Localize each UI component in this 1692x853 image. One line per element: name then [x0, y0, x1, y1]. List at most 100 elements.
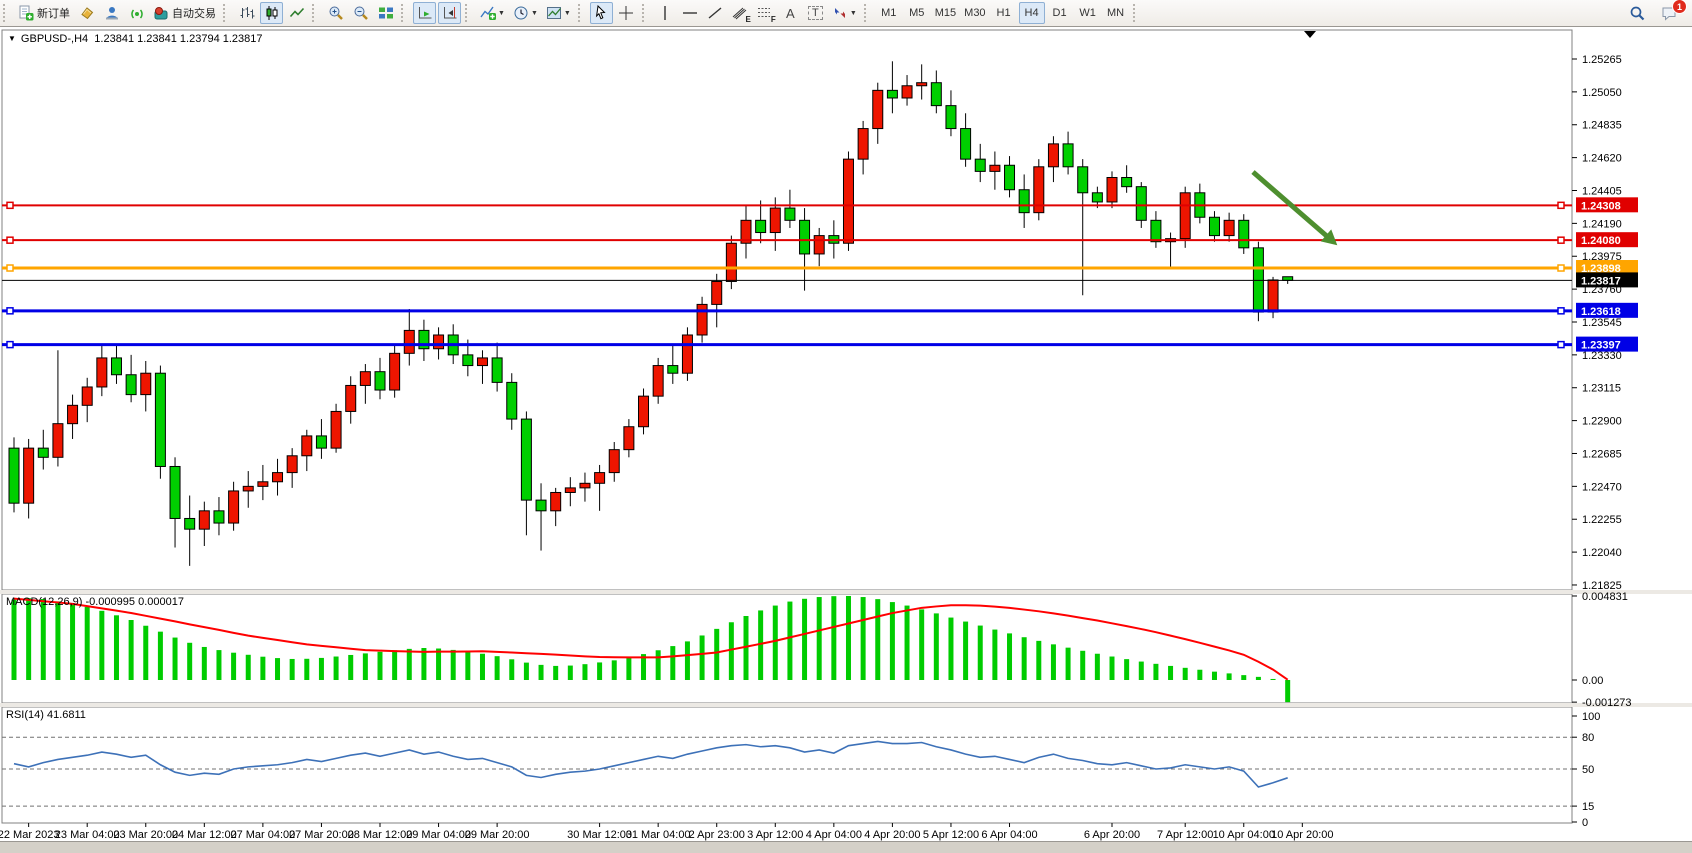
candle [945, 105, 957, 130]
indicators-button[interactable]: ▼ [477, 2, 508, 24]
line-chart-button[interactable] [285, 2, 308, 24]
timeframe-m5[interactable]: M5 [909, 7, 925, 19]
price-axis-tick: 1.24835 [1582, 120, 1622, 132]
timeframe-mn[interactable]: MN [1107, 7, 1125, 19]
timeframe-h4[interactable]: H4 [1018, 2, 1045, 24]
candle [535, 499, 547, 512]
timeframe-m1[interactable]: M1 [881, 7, 897, 19]
candle [1121, 176, 1133, 188]
price-level-label [1576, 197, 1638, 213]
notifications-button[interactable]: 1 [1658, 0, 1687, 24]
text-label-button[interactable]: T [804, 2, 827, 24]
candlestick-chart-button[interactable] [260, 2, 283, 24]
auto-scroll-button[interactable] [413, 2, 436, 24]
candle [213, 510, 225, 524]
price-axis-tick: 1.22040 [1582, 547, 1622, 559]
periods-button[interactable]: ▼ [510, 2, 541, 24]
line-handle[interactable] [6, 236, 14, 244]
candle [1018, 189, 1030, 214]
toolbar-grip[interactable] [641, 4, 648, 22]
candle [359, 371, 371, 386]
chart-shift-button[interactable] [438, 2, 461, 24]
toolbar-grip[interactable] [401, 4, 407, 22]
line-handle[interactable] [1557, 201, 1565, 210]
template-icon [546, 7, 561, 19]
toolbar-grip[interactable] [465, 4, 471, 22]
cursor-icon [596, 5, 606, 20]
rsi-axis-tick: 100 [1582, 711, 1600, 723]
svg-text:1.24080: 1.24080 [1581, 235, 1621, 247]
cursor-button[interactable] [589, 2, 613, 24]
zoom-out-button[interactable] [349, 2, 372, 24]
tile-windows-button[interactable] [374, 2, 397, 24]
clock-icon [514, 6, 528, 20]
ohlc-values: 1.23841 1.23841 1.23794 1.23817 [94, 33, 263, 45]
timeframe-w1[interactable]: W1 [1079, 7, 1096, 19]
equidistant-channel-button[interactable]: E [729, 2, 752, 24]
community-button[interactable] [100, 2, 123, 24]
line-handle[interactable] [6, 307, 14, 315]
candle [462, 354, 474, 367]
person-icon [105, 7, 118, 20]
trendline-button[interactable] [704, 2, 727, 24]
fibonacci-button[interactable]: F [754, 2, 777, 24]
line-handle[interactable] [1557, 236, 1565, 244]
timeframe-d1[interactable]: D1 [1052, 7, 1067, 19]
toolbar-grip[interactable] [223, 4, 229, 22]
candle [784, 207, 796, 221]
notification-badge: 1 [1672, 0, 1687, 14]
chevron-down-icon[interactable]: ▼ [8, 34, 16, 43]
candle [23, 447, 35, 504]
time-axis-label: 22 Mar 2023 [0, 829, 60, 841]
time-axis-label: 10 Apr 20:00 [1271, 829, 1333, 841]
line-handle[interactable] [6, 201, 14, 210]
timeframe-m15[interactable]: M15 [934, 7, 957, 19]
line-handle[interactable] [1557, 307, 1565, 315]
toolbar-grip[interactable] [312, 4, 318, 22]
rsi-indicator-label: RSI(14) 41.6811 [6, 709, 86, 721]
auto-trading-icon [154, 7, 168, 20]
trend-arrow-annotation[interactable] [1251, 170, 1331, 240]
new-order-button[interactable]: 新订单 [15, 2, 73, 24]
crosshair-button[interactable] [615, 2, 638, 24]
vertical-line-button[interactable] [654, 2, 677, 24]
arrow-head [1320, 229, 1338, 246]
candlestick-icon [266, 6, 277, 20]
dropdown-caret: ▼ [563, 9, 571, 17]
toolbar-grip[interactable] [3, 4, 9, 22]
signals-button[interactable] [125, 2, 148, 24]
candle [272, 472, 284, 483]
symbol-label: GBPUSD-,H4 [20, 33, 89, 45]
bar-chart-button[interactable] [235, 2, 258, 24]
line-handle[interactable] [1557, 264, 1565, 272]
candle [916, 82, 928, 87]
add-indicator-icon [480, 6, 496, 20]
templates-button[interactable]: ▼ [543, 2, 574, 24]
price-axis-tick: 1.23115 [1582, 383, 1621, 395]
line-handle[interactable] [6, 264, 14, 272]
search-icon [1630, 6, 1645, 20]
horizontal-line-button[interactable] [679, 2, 702, 24]
toolbar-grip[interactable] [1132, 4, 1139, 22]
market-watch-button[interactable] [75, 2, 98, 24]
price-axis-tick: 1.22255 [1582, 514, 1622, 526]
candle [842, 158, 854, 244]
line-handle[interactable] [6, 340, 14, 349]
fibonacci-sub-label: F [770, 15, 776, 24]
arrows-button[interactable]: ▼ [829, 2, 860, 24]
candle [67, 404, 79, 425]
auto-trading-button[interactable]: 自动交易 [150, 2, 219, 24]
trendline-icon [708, 7, 722, 19]
toolbar-grip[interactable] [577, 4, 584, 22]
toolbar-grip[interactable] [863, 4, 870, 22]
zoom-in-button[interactable] [324, 2, 347, 24]
rsi-axis-tick: 80 [1582, 732, 1594, 744]
chart-shift-marker[interactable] [1304, 31, 1316, 38]
line-handle[interactable] [1557, 340, 1565, 349]
timeframe-h1[interactable]: H1 [996, 7, 1011, 19]
search-button[interactable] [1626, 2, 1649, 24]
timeframe-m30[interactable]: M30 [964, 7, 986, 19]
text-button[interactable]: A [779, 2, 802, 24]
macd-axis-tick: 0.004831 [1582, 591, 1628, 603]
